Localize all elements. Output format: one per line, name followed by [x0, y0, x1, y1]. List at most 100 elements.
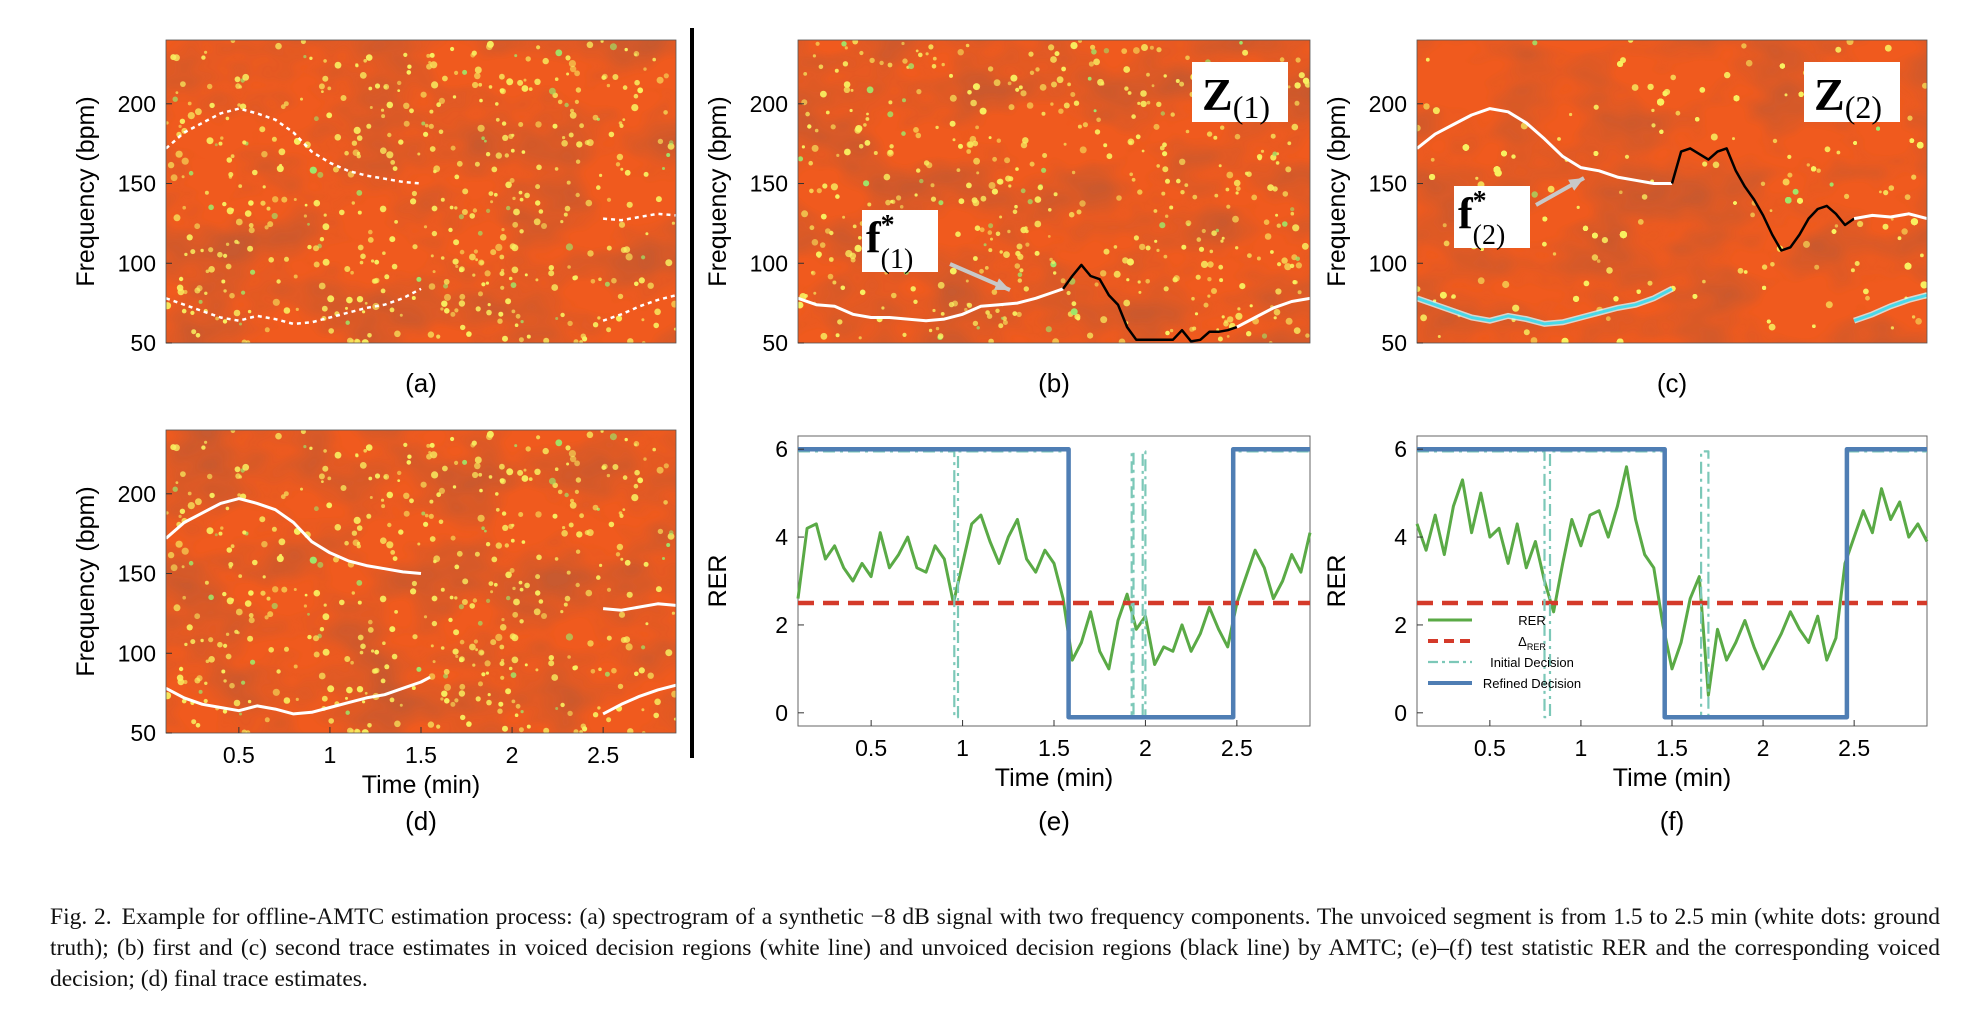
b-speck: [798, 156, 804, 162]
f-legend-label: RER: [1518, 613, 1545, 628]
c-speck: [1596, 259, 1601, 263]
a-speck: [356, 135, 363, 141]
b-speck: [1267, 184, 1274, 192]
b-speck: [834, 68, 839, 73]
d-ytick: 50: [130, 720, 156, 746]
d-speck: [653, 712, 659, 719]
d-speck: [622, 508, 626, 511]
b-speck: [1292, 280, 1297, 285]
a-speck: [247, 245, 254, 252]
a-speck: [368, 86, 373, 91]
c-speck: [1619, 190, 1623, 195]
b-speck: [891, 199, 896, 204]
d-speck: [420, 481, 427, 488]
a-speck: [486, 43, 493, 51]
b-speck: [1079, 146, 1087, 154]
d-xtick: 2.5: [587, 742, 619, 768]
a-speck: [323, 213, 327, 217]
a-speck: [662, 167, 665, 170]
a-speck: [481, 282, 486, 287]
d-speck: [436, 492, 442, 498]
d-speck: [454, 460, 459, 465]
c-black-trace-1: [1670, 147, 1855, 252]
d-speck: [442, 465, 448, 472]
d-speck: [524, 663, 528, 667]
a-speck: [501, 268, 505, 272]
b-ytick: 200: [750, 91, 788, 117]
d-speck: [234, 629, 239, 634]
d-speck: [512, 586, 516, 591]
b-speck: [1026, 102, 1034, 109]
b-speck: [902, 58, 908, 64]
a-speck: [510, 282, 517, 288]
b-speck: [984, 266, 989, 270]
a-speck: [426, 63, 432, 70]
panel-label-a: (a): [405, 368, 437, 398]
a-speck: [264, 225, 269, 230]
a-speck: [453, 239, 460, 246]
d-spectrogram-texture: [166, 430, 676, 733]
b-speck: [973, 157, 980, 165]
b-speck: [1045, 326, 1052, 333]
b-speck: [858, 336, 862, 340]
b-speck: [1184, 183, 1189, 188]
c-speck: [1824, 146, 1831, 153]
c-speck: [1907, 115, 1913, 121]
c-speck: [1420, 314, 1427, 322]
d-speck: [597, 706, 601, 710]
c-speck: [1662, 90, 1668, 97]
c-speck: [1910, 218, 1918, 226]
d-speck: [397, 470, 402, 476]
d-speck: [438, 487, 445, 494]
c-speck: [1792, 188, 1799, 195]
a-speck: [245, 340, 251, 343]
a-speck: [573, 339, 579, 343]
d-speck: [170, 564, 178, 572]
d-speck: [458, 604, 464, 610]
d-speck: [317, 561, 324, 568]
b-speck: [1113, 270, 1121, 278]
d-speck: [309, 556, 317, 564]
c-speck: [1542, 216, 1548, 222]
d-speck: [392, 556, 398, 561]
d-speck: [535, 590, 541, 596]
b-speck: [1276, 223, 1282, 228]
a-speck: [344, 266, 351, 272]
a-speck: [536, 164, 542, 171]
b-speck: [1218, 164, 1222, 168]
d-speck: [535, 511, 542, 518]
a-speck: [459, 249, 465, 255]
b-speck: [975, 125, 979, 130]
b-ytick: 50: [762, 330, 788, 356]
d-speck: [671, 690, 676, 698]
c-ytick: 150: [1369, 171, 1407, 197]
b-speck: [1263, 219, 1270, 225]
f-ytick: 4: [1394, 524, 1407, 550]
a-speck: [166, 121, 169, 125]
d-speck: [606, 587, 612, 592]
c-speck: [1743, 270, 1748, 274]
d-speck: [450, 535, 456, 541]
b-arrow-annotation: f* (1): [862, 210, 1011, 292]
d-speck: [244, 600, 252, 607]
b-speck: [1052, 338, 1059, 343]
d-speck: [567, 710, 573, 717]
a-speck: [495, 117, 500, 122]
a-speck: [638, 277, 645, 284]
b-speck: [915, 132, 922, 139]
d-speck: [469, 603, 476, 609]
d-speck: [606, 473, 611, 478]
b-speck: [1135, 134, 1141, 140]
d-speck: [389, 626, 396, 633]
b-speck: [952, 138, 956, 142]
b-speck: [914, 193, 918, 197]
b-speck: [988, 223, 994, 229]
b-speck: [1221, 236, 1225, 240]
b-speck: [979, 268, 984, 274]
d-speck: [444, 698, 450, 704]
b-speck: [1294, 82, 1301, 89]
a-speck: [392, 166, 398, 172]
b-speck: [1272, 151, 1278, 157]
d-speck: [403, 442, 408, 447]
d-speck: [183, 679, 188, 685]
